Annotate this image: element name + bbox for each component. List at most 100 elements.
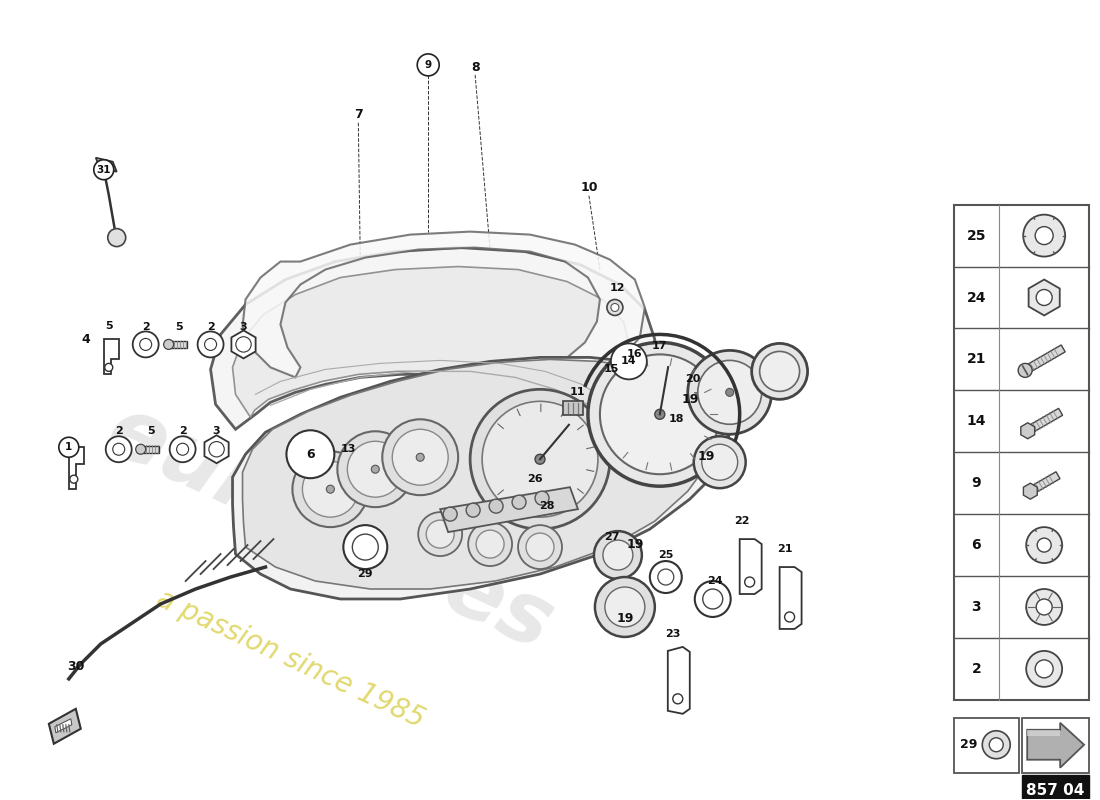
Polygon shape: [1028, 472, 1060, 494]
Text: 2: 2: [114, 426, 122, 436]
Text: 24: 24: [967, 290, 986, 305]
Circle shape: [1026, 589, 1063, 625]
Circle shape: [1026, 527, 1063, 563]
Circle shape: [1036, 599, 1053, 615]
Circle shape: [466, 503, 480, 517]
Text: 21: 21: [967, 352, 986, 366]
Circle shape: [587, 342, 732, 486]
Polygon shape: [103, 339, 119, 374]
Text: 1: 1: [65, 442, 73, 452]
Circle shape: [418, 512, 462, 556]
Text: 25: 25: [658, 550, 673, 560]
Text: 27: 27: [604, 532, 619, 542]
Polygon shape: [205, 435, 229, 463]
Circle shape: [594, 531, 641, 579]
Circle shape: [293, 451, 368, 527]
Polygon shape: [1027, 730, 1060, 736]
Polygon shape: [242, 232, 645, 378]
Bar: [955, 718, 1020, 773]
Circle shape: [372, 466, 379, 474]
Polygon shape: [96, 158, 117, 172]
Bar: [1022, 774, 1089, 800]
Circle shape: [673, 694, 683, 704]
Circle shape: [476, 530, 504, 558]
Text: 10: 10: [580, 181, 597, 194]
Polygon shape: [739, 539, 761, 594]
Circle shape: [393, 430, 448, 485]
Circle shape: [177, 443, 188, 455]
Circle shape: [607, 299, 623, 315]
Text: 9: 9: [971, 476, 981, 490]
Polygon shape: [232, 266, 630, 418]
Circle shape: [1019, 363, 1032, 378]
Text: 857 04: 857 04: [1026, 783, 1085, 798]
Text: 15: 15: [603, 364, 618, 374]
Text: 9: 9: [425, 60, 432, 70]
Circle shape: [726, 388, 734, 396]
Polygon shape: [1021, 422, 1035, 438]
Text: 2: 2: [178, 426, 187, 436]
Text: 14: 14: [967, 414, 986, 428]
Text: 2: 2: [207, 322, 215, 333]
Circle shape: [702, 444, 738, 480]
Circle shape: [106, 436, 132, 462]
Text: 16: 16: [627, 350, 642, 359]
Circle shape: [198, 331, 223, 358]
Text: 2: 2: [142, 322, 150, 333]
Text: 14: 14: [621, 356, 637, 366]
Circle shape: [1035, 226, 1053, 245]
Polygon shape: [69, 447, 84, 489]
Text: 31: 31: [97, 165, 111, 174]
Circle shape: [383, 419, 459, 495]
Circle shape: [140, 338, 152, 350]
Circle shape: [535, 454, 544, 464]
Polygon shape: [143, 446, 158, 453]
Circle shape: [513, 495, 526, 509]
Polygon shape: [780, 567, 802, 629]
Text: 13: 13: [341, 444, 356, 454]
Text: 3: 3: [240, 322, 248, 333]
Text: 19: 19: [698, 450, 715, 462]
Circle shape: [135, 444, 145, 454]
Circle shape: [1037, 538, 1052, 552]
Text: 5: 5: [104, 322, 112, 331]
Text: 1: 1: [692, 392, 697, 401]
Polygon shape: [1028, 279, 1059, 315]
Circle shape: [164, 339, 174, 350]
Circle shape: [695, 581, 730, 617]
Circle shape: [302, 462, 359, 517]
Text: 21: 21: [777, 544, 792, 554]
Polygon shape: [210, 247, 654, 430]
Circle shape: [469, 522, 513, 566]
Circle shape: [745, 577, 755, 587]
Circle shape: [526, 533, 554, 561]
Bar: [1022, 718, 1089, 773]
Polygon shape: [242, 359, 715, 589]
Text: 19: 19: [681, 393, 698, 406]
Circle shape: [605, 587, 645, 627]
Text: 29: 29: [358, 569, 373, 579]
Polygon shape: [668, 647, 690, 714]
Circle shape: [169, 436, 196, 462]
Text: 6: 6: [306, 448, 315, 461]
Circle shape: [443, 507, 458, 521]
Circle shape: [205, 338, 217, 350]
Circle shape: [112, 443, 124, 455]
Circle shape: [989, 738, 1003, 752]
Text: 26: 26: [527, 474, 542, 484]
Polygon shape: [231, 330, 255, 358]
Text: 5: 5: [147, 426, 154, 436]
Text: 2: 2: [971, 662, 981, 676]
Text: 22: 22: [734, 516, 749, 526]
Circle shape: [338, 431, 414, 507]
Text: 25: 25: [967, 229, 986, 242]
Text: 4: 4: [81, 333, 90, 346]
Circle shape: [348, 442, 404, 497]
Circle shape: [982, 730, 1010, 758]
Text: 24: 24: [707, 576, 723, 586]
Circle shape: [69, 475, 78, 483]
Polygon shape: [1023, 483, 1037, 499]
Text: 29: 29: [959, 738, 977, 751]
Circle shape: [688, 350, 771, 434]
Circle shape: [58, 438, 79, 458]
